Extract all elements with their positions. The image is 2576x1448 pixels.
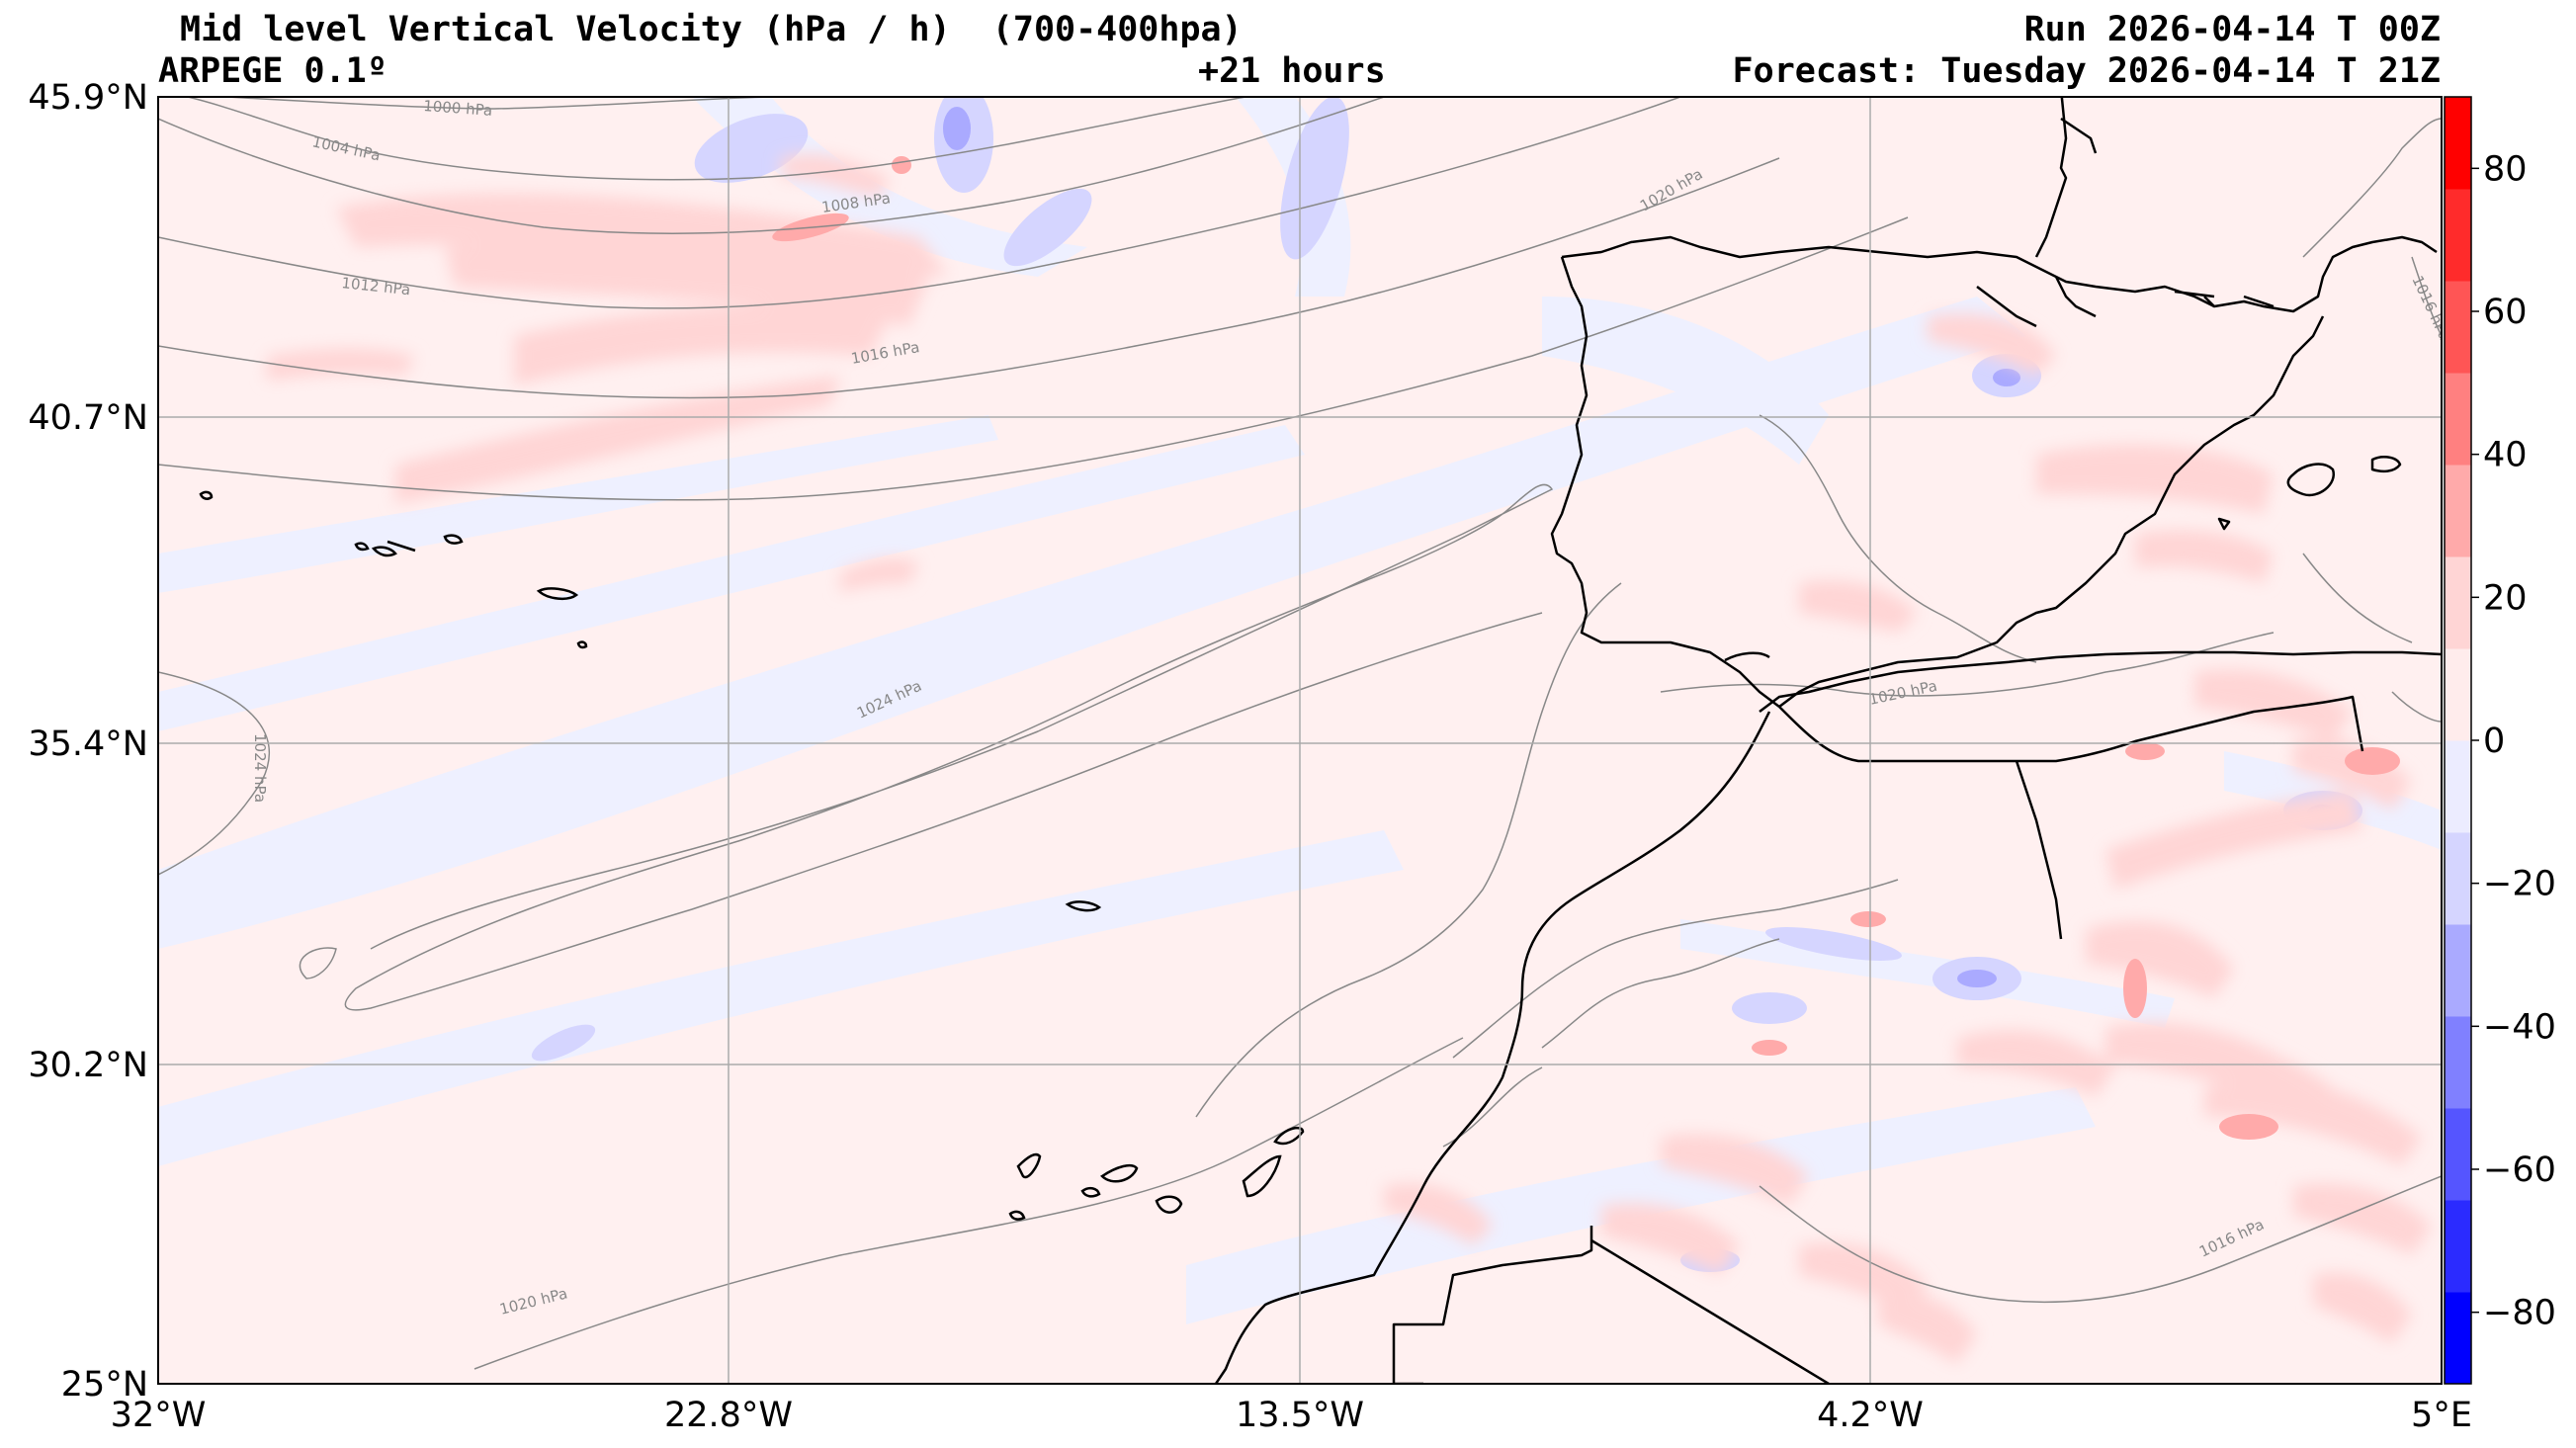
colorbar-segment [2445, 1108, 2471, 1201]
lat-label: 45.9°N [28, 78, 148, 118]
colorbar-segment [2445, 373, 2471, 466]
isobars [158, 97, 2442, 1370]
colorbar-segment [2445, 465, 2471, 557]
lon-label: 4.2°W [1817, 1396, 1924, 1435]
colorbar-segment [2445, 1016, 2471, 1109]
colorbar-tick-label: 40 [2483, 436, 2528, 475]
colorbar-segment [2445, 832, 2471, 925]
run-time: Run 2026-04-14 T 00Z [2023, 10, 2441, 49]
colorbar-ticks: 80 60 40 20 0 −20 −40 −60 −80 [2471, 149, 2556, 1333]
colorbar-tick-label: 80 [2483, 149, 2528, 189]
colorbar-tick-label: 0 [2483, 722, 2505, 761]
isobar-label: 1024 hPa [251, 733, 269, 803]
colorbar-segment [2445, 1200, 2471, 1293]
colorbar-segment [2445, 281, 2471, 374]
isobar-label: 1000 hPa [423, 97, 493, 120]
colorbar-tick-label: −20 [2483, 865, 2556, 904]
lon-labels: 32°W 22.8°W 13.5°W 4.2°W 5°E [111, 1396, 2472, 1435]
lat-labels: 45.9°N 40.7°N 35.4°N 30.2°N 25°N [28, 78, 148, 1405]
lat-label: 40.7°N [28, 398, 148, 438]
colorbar-segment [2445, 648, 2471, 741]
map-plot-area: 1000 hPa 1004 hPa 1008 hPa 1012 hPa 1016… [158, 97, 2442, 1384]
colorbar-segment [2445, 740, 2471, 833]
colorbar-segment [2445, 556, 2471, 649]
lon-label: 13.5°W [1236, 1396, 1364, 1435]
gridlines [158, 97, 2442, 1384]
lat-label: 35.4°N [28, 724, 148, 764]
lon-label: 5°E [2411, 1396, 2472, 1435]
lon-label: 22.8°W [664, 1396, 793, 1435]
positive-cores [772, 156, 2400, 1140]
lon-label: 32°W [111, 1396, 207, 1435]
colorbar-tick-label: 60 [2483, 293, 2528, 332]
colorbar-tick-label: −40 [2483, 1007, 2556, 1047]
colorbar [2445, 97, 2471, 1385]
lat-label: 30.2°N [28, 1046, 148, 1085]
forecast-time: Forecast: Tuesday 2026-04-14 T 21Z [1732, 51, 2441, 91]
chart-title: Mid level Vertical Velocity (hPa / h) (7… [180, 10, 1243, 49]
islands [199, 490, 1305, 1221]
colorbar-segment [2445, 924, 2471, 1017]
coastlines [1214, 97, 2442, 1384]
colorbar-tick-label: −60 [2483, 1150, 2556, 1190]
colorbar-tick-label: −80 [2483, 1294, 2556, 1333]
lead-time: +21 hours [1198, 51, 1386, 91]
colorbar-tick-label: 20 [2483, 578, 2528, 618]
lat-label: 25°N [61, 1365, 148, 1405]
colorbar-segment [2445, 97, 2471, 190]
colorbar-segment [2445, 1292, 2471, 1385]
negative-bands [158, 97, 2442, 1324]
plot-frame [157, 96, 2443, 1385]
model-name: ARPEGE 0.1º [158, 51, 387, 91]
colorbar-segment [2445, 189, 2471, 282]
